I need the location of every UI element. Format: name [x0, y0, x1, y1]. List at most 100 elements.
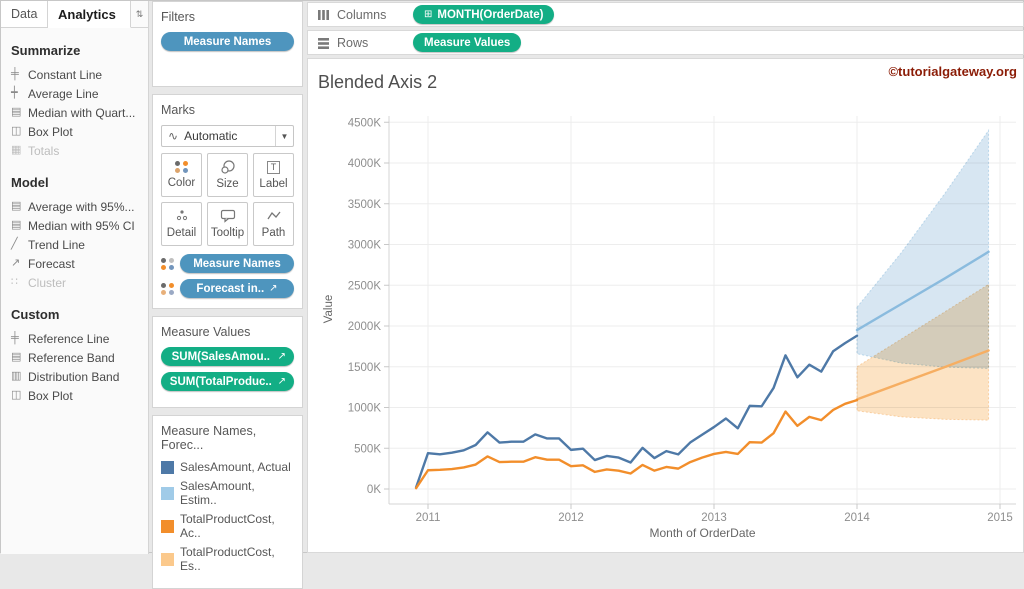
analytics-item-forecast[interactable]: ↗ Forecast	[1, 254, 148, 273]
pane-collapse-button[interactable]: ⇅	[131, 1, 148, 28]
svg-text:3000K: 3000K	[348, 240, 382, 252]
rows-shelf-label-zone: Rows	[308, 31, 408, 54]
rows-shelf[interactable]: Rows Measure Values	[307, 30, 1024, 55]
size-button-label: Size	[216, 178, 239, 190]
analytics-item-distribution-band[interactable]: ▥ Distribution Band	[1, 367, 148, 386]
detail-button[interactable]: Detail	[161, 202, 202, 246]
svg-text:2012: 2012	[558, 512, 584, 524]
color-legend-card: Measure Names, Forec... SalesAmount, Act…	[152, 415, 303, 589]
svg-text:2014: 2014	[844, 512, 870, 524]
columns-icon	[318, 9, 329, 20]
average-ci-icon: ▤	[11, 200, 22, 212]
forecast-icon: ↗	[277, 376, 286, 387]
legend-entries: SalesAmount, Actual SalesAmount, Estim.. T…	[161, 460, 294, 573]
up-down-arrows-icon: ⇅	[135, 8, 144, 19]
analytics-item-label: Constant Line	[28, 67, 103, 82]
analytics-sections: Summarize ╪ Constant Line ┿ Average Line ▤ Med…	[1, 43, 148, 405]
median-ci-icon: ▤	[11, 219, 22, 231]
y-axis-title: Value	[323, 295, 335, 324]
measure-pill-label: SUM(TotalProduc..	[169, 375, 272, 388]
tooltip-button-label: Tooltip	[210, 227, 245, 239]
svg-text:2013: 2013	[701, 512, 727, 524]
legend-label: SalesAmount, Estim..	[180, 479, 255, 507]
totalproductcost-estimate-line[interactable]	[855, 349, 990, 401]
analytics-item-label: Reference Line	[28, 331, 110, 346]
pill-label: Measure Values	[424, 36, 511, 49]
svg-text:2015: 2015	[987, 512, 1013, 524]
cluster-icon: ∷	[11, 276, 18, 288]
pane-tabs: Data Analytics ⇅	[1, 1, 148, 28]
analytics-item-box-plot[interactable]: ◫ Box Plot	[1, 386, 148, 405]
worksheet: 0K 500K 1000K 1500K 2000K 2500K 3000K 3500K 4000…	[307, 58, 1024, 553]
marks-card-title: Marks	[161, 103, 196, 117]
filter-pill-measure-names[interactable]: Measure Names	[161, 32, 294, 51]
legend-title: Measure Names, Forec...	[161, 424, 257, 452]
totalproductcost-actual-line[interactable]	[414, 398, 859, 490]
analytics-item-reference-line[interactable]: ╪ Reference Line	[1, 329, 148, 348]
detail-icon	[176, 210, 187, 221]
salesamount-actual-line[interactable]	[414, 334, 859, 489]
analytics-item-average-with-95[interactable]: ▤ Average with 95%...	[1, 197, 148, 216]
legend-entry[interactable]: TotalProductCost, Es..	[161, 545, 294, 573]
path-button[interactable]: Path	[253, 202, 294, 246]
legend-swatch	[161, 519, 174, 533]
svg-text:2000K: 2000K	[348, 321, 382, 333]
marks-buttons: Color Size T Label Detail Tooltip	[161, 153, 294, 246]
legend-entry[interactable]: SalesAmount, Estim..	[161, 479, 294, 507]
line-mark-icon: ∿	[168, 129, 179, 143]
measure-values-pills: SUM(SalesAmou.. ↗ SUM(TotalProduc.. ↗	[161, 347, 294, 391]
legend-label: SalesAmount, Actual	[180, 460, 291, 474]
analytics-item-median-with-quart[interactable]: ▤ Median with Quart...	[1, 103, 148, 122]
measure-pill-sum-salesamou-[interactable]: SUM(SalesAmou.. ↗	[161, 347, 294, 366]
analytics-item-label: Average with 95%...	[28, 199, 135, 214]
legend-label: TotalProductCost, Es..	[180, 545, 275, 573]
salesamount-estimate-line[interactable]	[855, 250, 990, 332]
chevron-down-icon[interactable]: ▼	[275, 126, 293, 146]
color-button[interactable]: Color	[161, 153, 202, 197]
rows-shelf-label: Rows	[337, 35, 369, 50]
analytics-item-reference-band[interactable]: ▤ Reference Band	[1, 348, 148, 367]
pill-measure-values[interactable]: Measure Values	[413, 33, 522, 52]
tab-data[interactable]: Data	[1, 1, 48, 28]
columns-pill-zone: ⊞ MONTH(OrderDate)	[408, 5, 1023, 24]
analytics-item-trend-line[interactable]: ╱ Trend Line	[1, 235, 148, 254]
measure-values-card: Measure Values SUM(SalesAmou.. ↗ SUM(Total…	[152, 316, 303, 408]
mark-type-dropdown[interactable]: ∿ Automatic ▼	[161, 125, 294, 147]
tab-analytics[interactable]: Analytics	[48, 1, 131, 28]
pill-month-orderdate[interactable]: ⊞ MONTH(OrderDate)	[413, 5, 555, 24]
tooltip-icon	[220, 209, 235, 223]
forecast-icon: ↗	[11, 257, 21, 269]
analytics-item-median-with-95-ci[interactable]: ▤ Median with 95% CI	[1, 216, 148, 235]
label-button[interactable]: T Label	[253, 153, 294, 197]
analytics-item-constant-line[interactable]: ╪ Constant Line	[1, 65, 148, 84]
analytics-item-box-plot[interactable]: ◫ Box Plot	[1, 122, 148, 141]
legend-swatch	[161, 460, 174, 474]
columns-shelf[interactable]: Columns ⊞ MONTH(OrderDate)	[307, 2, 1024, 27]
reference-line-icon: ╪	[11, 332, 19, 344]
main-region: Columns ⊞ MONTH(OrderDate) Rows Measure V…	[306, 1, 1024, 554]
mark-pill-row: Forecast in.. ↗	[161, 279, 294, 298]
trend-line-icon: ╱	[11, 238, 18, 250]
marks-pill-forecast-indicator[interactable]: Forecast in.. ↗	[180, 279, 294, 298]
legend-entry[interactable]: TotalProductCost, Ac..	[161, 512, 294, 540]
analytics-item-label: Reference Band	[28, 350, 115, 365]
label-icon: T	[267, 160, 280, 174]
size-button[interactable]: Size	[207, 153, 248, 197]
analytics-item-average-line[interactable]: ┿ Average Line	[1, 84, 148, 103]
analytics-item-label: Distribution Band	[28, 369, 120, 384]
date-expand-icon: ⊞	[424, 9, 433, 20]
tooltip-button[interactable]: Tooltip	[207, 202, 248, 246]
cards-column: Filters Measure Names Marks ∿ Automatic …	[151, 1, 304, 589]
median-quartiles-icon: ▤	[11, 106, 22, 118]
label-button-label: Label	[259, 177, 288, 190]
legend-label: TotalProductCost, Ac..	[180, 512, 275, 540]
measure-pill-sum-totalproduc-[interactable]: SUM(TotalProduc.. ↗	[161, 372, 294, 391]
analytics-item-label: Median with 95% CI	[28, 218, 135, 233]
marks-pill-measure-names[interactable]: Measure Names	[180, 254, 294, 273]
pill-label: MONTH(OrderDate)	[437, 8, 544, 21]
legend-entry[interactable]: SalesAmount, Actual	[161, 460, 294, 474]
distribution-band-icon: ▥	[11, 370, 22, 382]
legend-swatch	[161, 552, 174, 566]
analytics-item-label: Median with Quart...	[28, 105, 136, 120]
rows-icon	[318, 37, 329, 49]
